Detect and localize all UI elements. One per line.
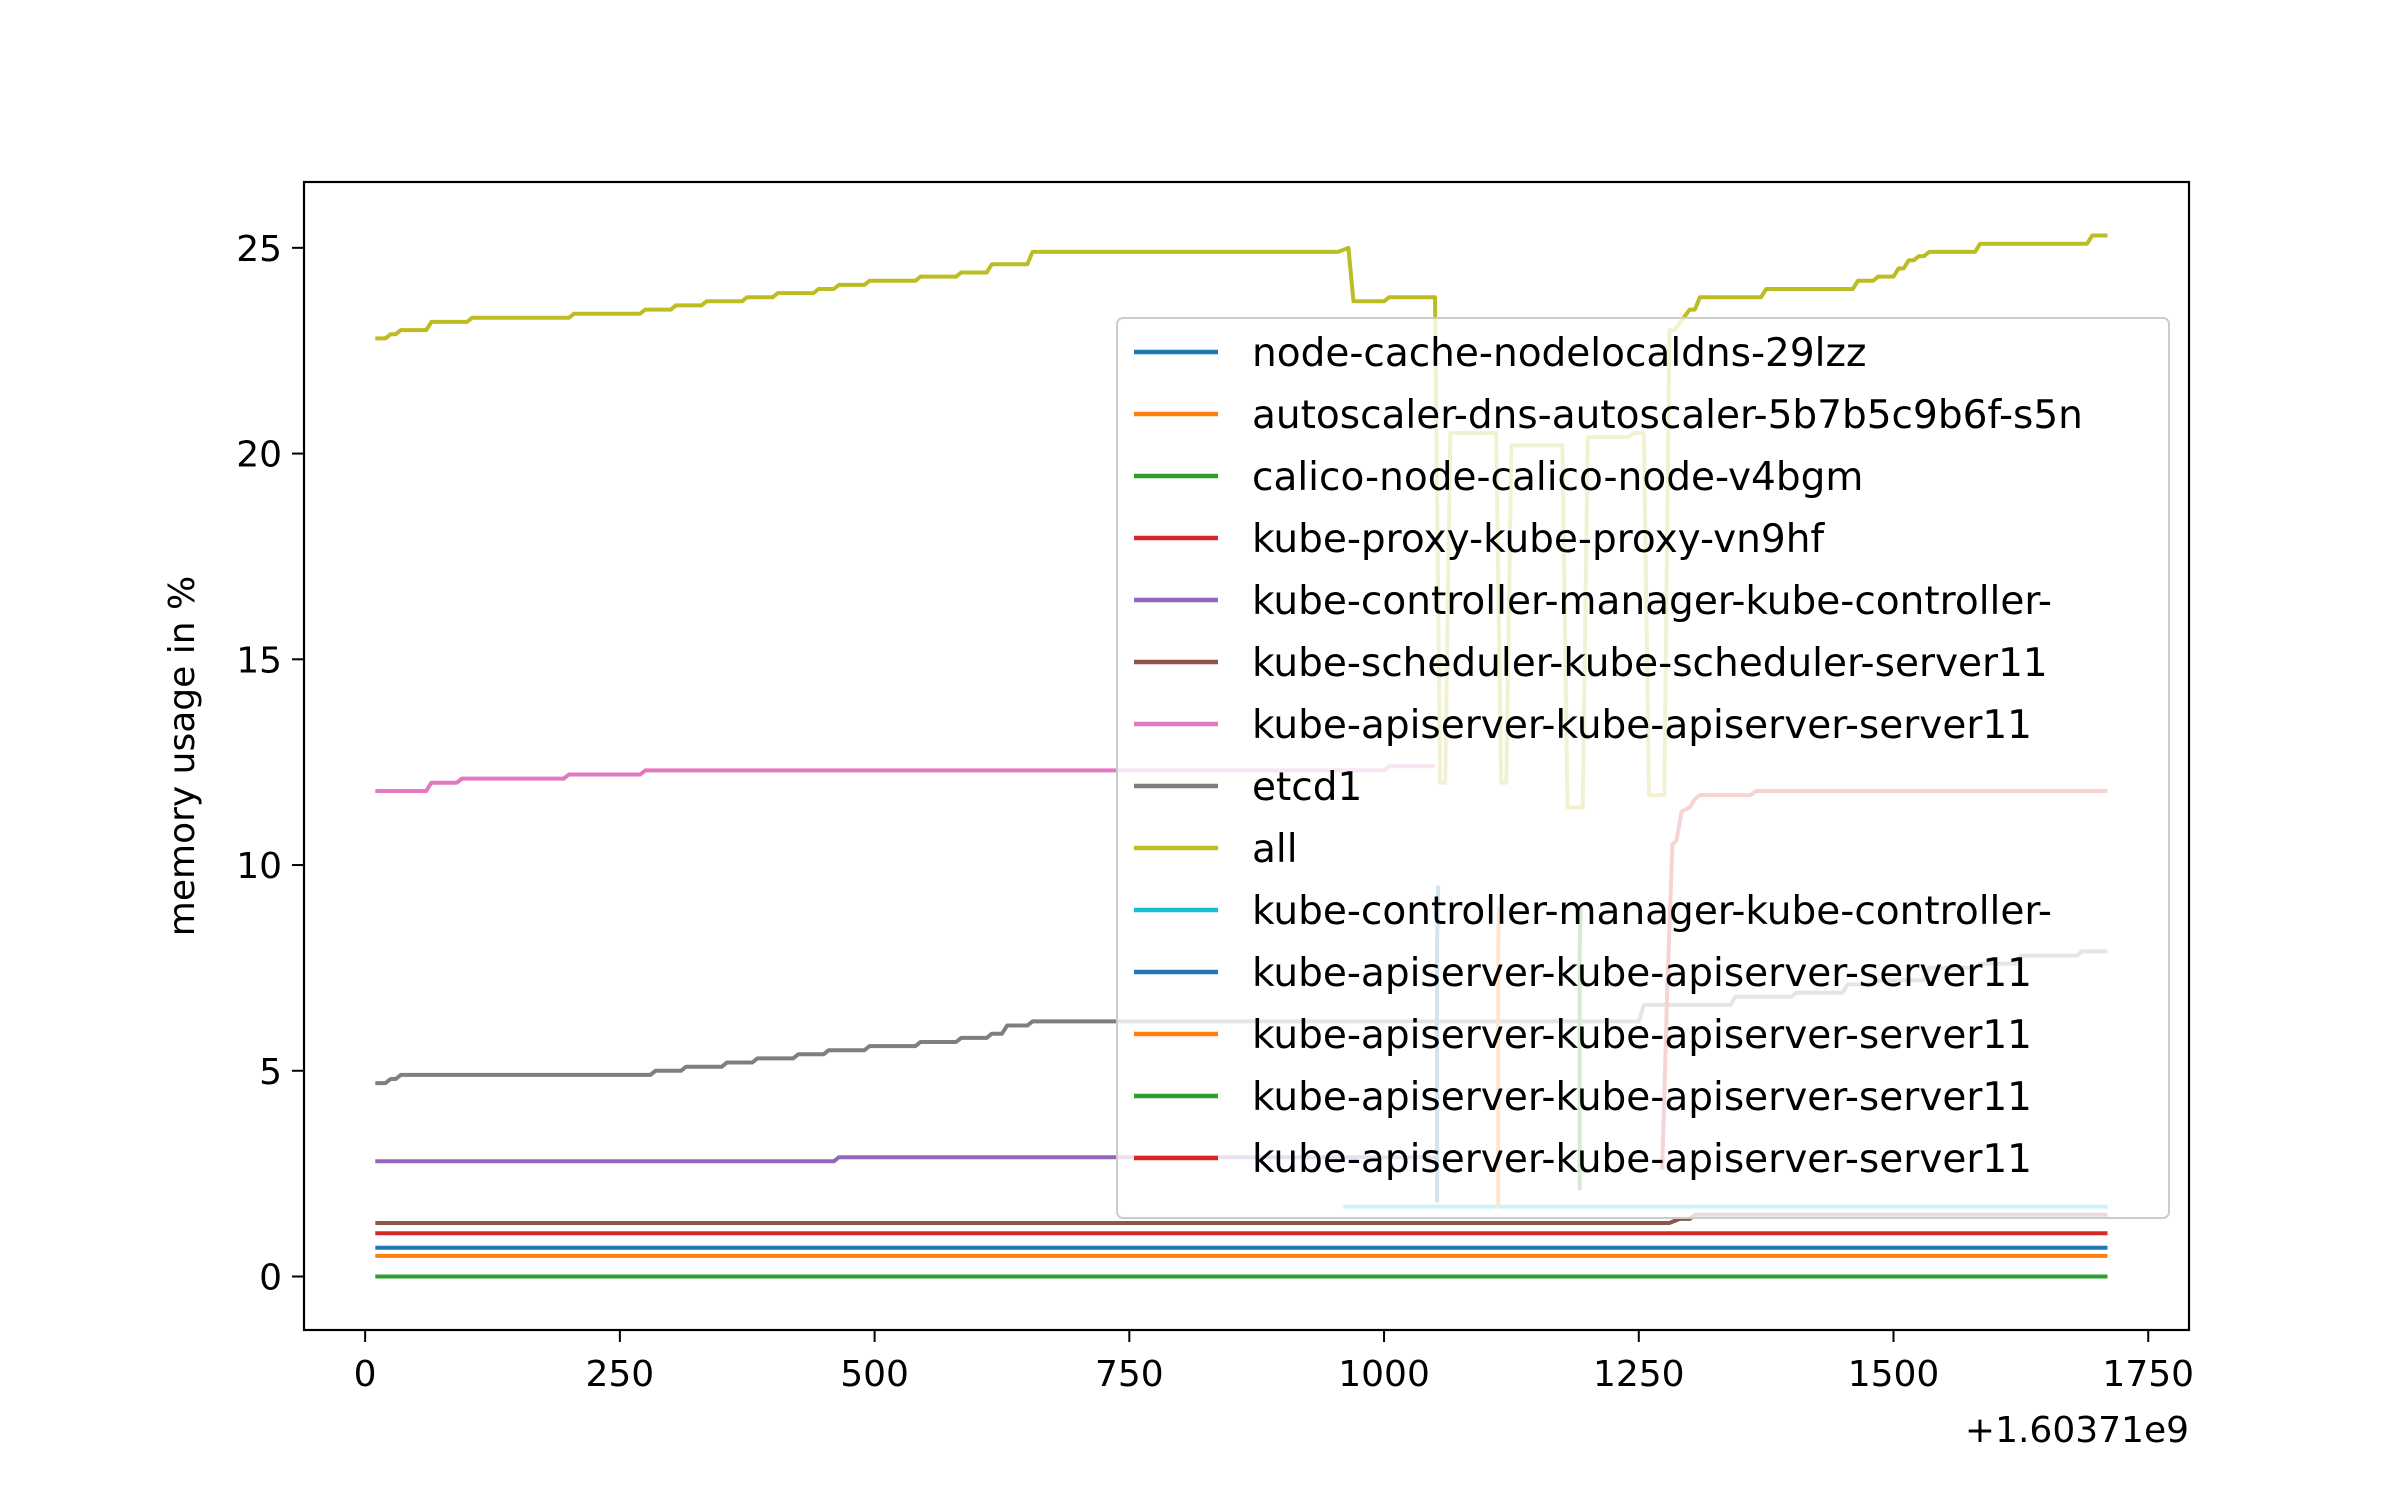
legend-label: kube-apiserver-kube-apiserver-server11 [1252, 1013, 2032, 1058]
y-tick-label: 20 [236, 435, 282, 476]
y-tick-label: 0 [259, 1258, 282, 1299]
x-tick-label: 0 [354, 1354, 377, 1395]
legend-label: node-cache-nodelocaldns-29lzz [1252, 331, 1866, 376]
x-tick-label: 1250 [1593, 1354, 1685, 1395]
legend: node-cache-nodelocaldns-29lzz autoscaler-… [1116, 317, 2170, 1219]
legend-label: kube-apiserver-kube-apiserver-server11 [1252, 951, 2032, 996]
x-tick-label: 250 [586, 1354, 655, 1395]
legend-box [1116, 317, 2170, 1219]
x-tick-label: 1750 [2102, 1354, 2194, 1395]
x-tick-label: 750 [1095, 1354, 1164, 1395]
y-tick-label: 15 [236, 640, 282, 681]
legend-label: etcd1 [1252, 765, 1362, 810]
legend-label: kube-scheduler-kube-scheduler-server11 [1252, 641, 2048, 686]
x-tick-label: 1500 [1848, 1354, 1940, 1395]
y-tick-label: 5 [259, 1052, 282, 1093]
legend-label: calico-node-calico-node-v4bgm [1252, 455, 1863, 500]
legend-label: autoscaler-dns-autoscaler-5b7b5c9b6f-s5n [1252, 393, 2083, 438]
plot-frame [302, 180, 2191, 1332]
legend-label: kube-apiserver-kube-apiserver-server11 [1252, 1137, 2032, 1182]
legend-label: all [1252, 827, 1298, 872]
y-axis: 0 5 10 15 20 25 [236, 229, 304, 1299]
x-axis-offset-label: +1.60371e9 [1965, 1410, 2189, 1451]
y-axis-label: memory usage in % [162, 576, 203, 936]
legend-label: kube-controller-manager-kube-controller- [1252, 579, 2052, 624]
legend-label: kube-controller-manager-kube-controller- [1252, 889, 2052, 934]
legend-label: kube-proxy-kube-proxy-vn9hf [1252, 517, 1825, 562]
y-tick-label: 25 [236, 229, 282, 270]
x-tick-label: 500 [840, 1354, 909, 1395]
legend-label: kube-apiserver-kube-apiserver-server11 [1252, 1075, 2032, 1120]
x-tick-label: 1000 [1338, 1354, 1430, 1395]
y-tick-label: 10 [236, 846, 282, 887]
x-axis: 0 250 500 750 1000 1250 1500 1750 [354, 1330, 2194, 1395]
legend-label: kube-apiserver-kube-apiserver-server11 [1252, 703, 2032, 748]
